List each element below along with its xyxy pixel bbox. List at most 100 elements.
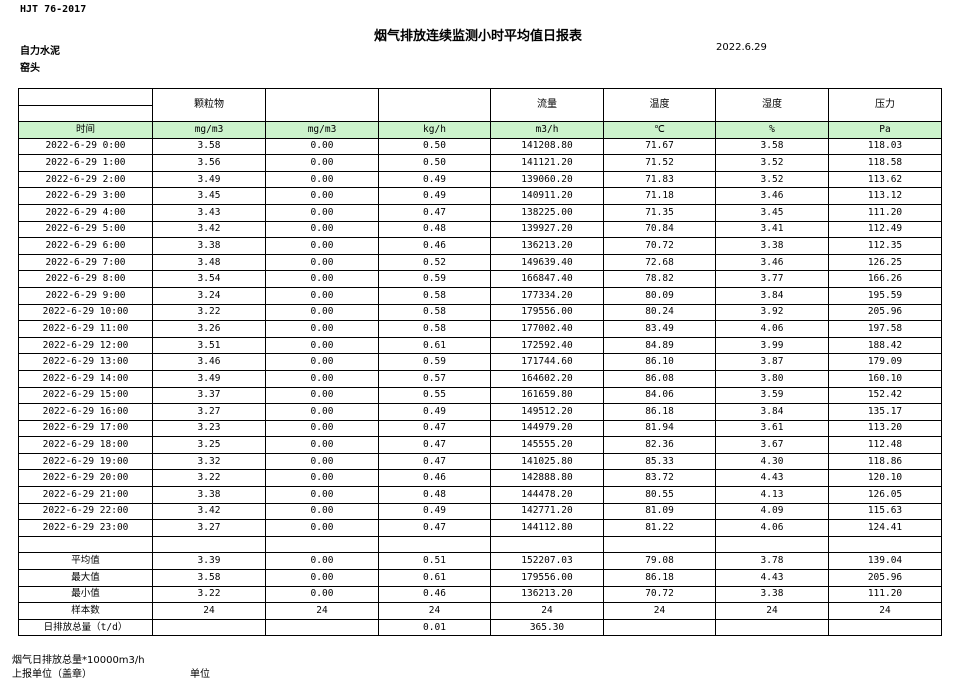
table-cell: 149639.40 [490,253,604,272]
table-cell: 3.23 [152,419,266,438]
table-cell: 139.04 [828,552,942,571]
table-cell: 3.56 [152,154,266,172]
table-cell [378,88,491,122]
table-cell: 141025.80 [490,452,604,471]
table-row: 最大值 3.58 0.00 0.61 179556.00 86.18 4.43 205.96 [18,569,942,587]
table-cell: 111.20 [828,203,942,222]
table-cell: 136213.20 [490,585,604,604]
table-cell: 0.00 [265,519,379,537]
table-cell: 0.55 [378,386,491,405]
table-cell: 71.18 [603,187,716,205]
table-cell: 0.00 [265,452,379,471]
table-cell: 81.09 [603,502,716,521]
table-cell: 71.52 [603,154,716,172]
table-cell: 2022-6-29 8:00 [18,270,153,288]
table-cell: 0.00 [265,486,379,504]
table-cell: 0.00 [265,386,379,405]
table-cell: 0.57 [378,369,491,388]
table-cell: 120.10 [828,469,942,488]
table-cell: 3.46 [715,253,829,272]
table-cell: 2022-6-29 17:00 [18,419,153,438]
table-cell: 83.49 [603,320,716,338]
table-cell: 2022-6-29 1:00 [18,154,153,172]
table-cell: 0.00 [265,403,379,421]
table-cell: 平均值 [18,552,153,571]
table-cell: 0.47 [378,519,491,537]
table-cell: 时间 [18,121,153,139]
table-cell: 179556.00 [490,303,604,322]
location: 窑头 [20,63,40,74]
table-cell: 2022-6-29 12:00 [18,336,153,355]
table-cell: 3.25 [152,436,266,454]
table-row: 2022-6-29 3:00 3.45 0.00 0.49 140911.20 71.18… [18,187,942,205]
table-cell: 2022-6-29 23:00 [18,519,153,537]
table-cell: 4.06 [715,320,829,338]
table-cell: 0.00 [265,353,379,371]
table-cell: 140911.20 [490,187,604,205]
table-cell: 71.83 [603,170,716,189]
table-cell: 136213.20 [490,237,604,255]
table-cell: 0.00 [265,253,379,272]
table-cell: 0.00 [265,187,379,205]
table-cell: 4.43 [715,469,829,488]
table-cell: 142771.20 [490,502,604,521]
table-cell: 3.42 [152,220,266,239]
table-cell: 颗粒物 [152,88,266,122]
table-row: 2022-6-29 12:00 3.51 0.00 0.61 172592.40 84.8… [18,336,942,355]
table-cell: 3.84 [715,286,829,305]
table-cell: 144478.20 [490,486,604,504]
table-row [18,535,942,554]
table-cell: 4.06 [715,519,829,537]
table-cell: 126.25 [828,253,942,272]
table-cell: 2022-6-29 7:00 [18,253,153,272]
table-cell: 0.00 [265,220,379,239]
table-cell: 4.30 [715,452,829,471]
table-cell: 160.10 [828,369,942,388]
table-cell: m3/h [490,121,604,139]
table-cell: 0.46 [378,585,491,604]
table-row: 2022-6-29 5:00 3.42 0.00 0.48 139927.20 70.84… [18,220,942,239]
table-cell: 0.00 [265,237,379,255]
table-cell: 113.62 [828,170,942,189]
table-cell: 118.58 [828,154,942,172]
table-cell: % [715,121,829,139]
table-row: 2022-6-29 14:00 3.49 0.00 0.57 164602.20 86.0… [18,369,942,388]
table-cell: 2022-6-29 13:00 [18,353,153,371]
table-cell: 0.61 [378,336,491,355]
table-cell: mg/m3 [265,121,379,139]
table-cell: kg/h [378,121,491,139]
table-cell [18,535,153,554]
table-cell: ℃ [603,121,716,139]
table-row: 样本数 24 24 24 24 24 24 24 [18,602,942,620]
table-cell: 0.00 [265,585,379,604]
table-row: 2022-6-29 18:00 3.25 0.00 0.47 145555.20 82.3… [18,436,942,454]
table-cell: 71.35 [603,203,716,222]
table-cell: 80.24 [603,303,716,322]
table-cell [265,88,379,122]
table-cell: 24 [378,602,491,620]
table-cell: 71.67 [603,137,716,156]
table-cell: 139060.20 [490,170,604,189]
table-cell: 86.18 [603,403,716,421]
table-cell: 3.58 [152,569,266,587]
table-cell: 3.46 [715,187,829,205]
table-cell: 0.59 [378,353,491,371]
table-cell: 197.58 [828,320,942,338]
table-row: 2022-6-29 4:00 3.43 0.00 0.47 138225.00 71.35… [18,203,942,222]
table-cell: 2022-6-29 0:00 [18,137,153,156]
table-cell: 4.13 [715,486,829,504]
table-cell: 3.27 [152,519,266,537]
table-cell: 3.49 [152,170,266,189]
table-cell: 压力 [828,88,942,122]
table-row: 2022-6-29 9:00 3.24 0.00 0.58 177334.20 80.09… [18,286,942,305]
table-cell: 0.48 [378,486,491,504]
table-cell: 2022-6-29 11:00 [18,320,153,338]
table-cell: 3.32 [152,452,266,471]
table-cell: 3.92 [715,303,829,322]
table-cell: 84.89 [603,336,716,355]
table-cell: 2022-6-29 18:00 [18,436,153,454]
table-cell: 3.46 [152,353,266,371]
table-cell: 0.00 [265,286,379,305]
table-row: 2022-6-29 22:00 3.42 0.00 0.49 142771.20 81.0… [18,502,942,521]
unit-value: 单位 [190,669,210,680]
